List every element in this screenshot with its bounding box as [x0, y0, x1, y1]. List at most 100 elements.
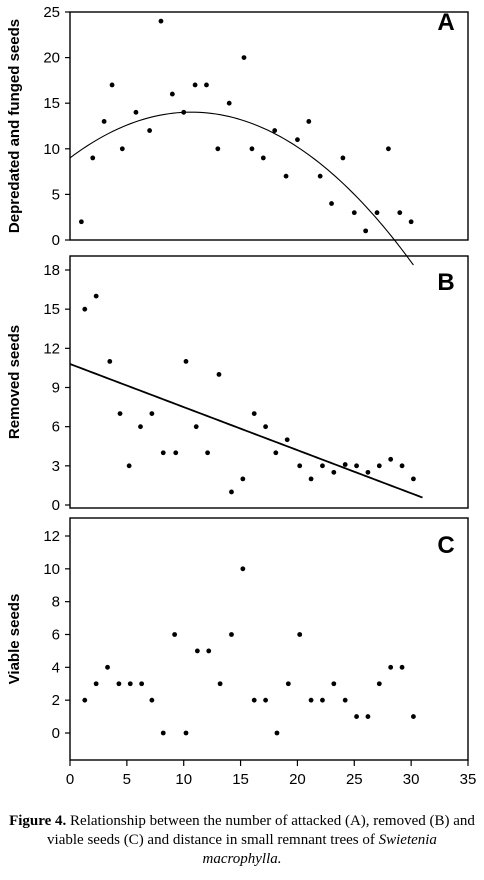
- data-point: [295, 137, 300, 143]
- data-point: [215, 146, 221, 152]
- data-point: [386, 146, 391, 152]
- y-tick-label: 5: [52, 186, 60, 203]
- data-point: [160, 730, 166, 736]
- data-point: [82, 306, 88, 312]
- y-tick-label: 6: [52, 627, 60, 644]
- data-point: [138, 424, 143, 430]
- data-point: [172, 632, 178, 637]
- data-point: [411, 714, 416, 719]
- caption-text: Relationship between the number of attac…: [47, 813, 475, 848]
- plot-frame: [69, 11, 469, 241]
- data-point: [320, 697, 325, 703]
- y-tick-label: 0: [52, 497, 60, 514]
- data-point: [376, 681, 382, 687]
- data-point: [204, 82, 209, 88]
- data-point: [117, 411, 123, 417]
- data-point: [376, 463, 382, 469]
- data-point: [206, 648, 212, 654]
- data-point: [297, 463, 303, 469]
- y-tick-label: 20: [43, 50, 60, 67]
- data-point: [342, 697, 348, 703]
- data-point: [251, 411, 257, 417]
- data-point: [263, 697, 268, 703]
- data-point: [133, 109, 139, 115]
- data-point: [127, 681, 133, 687]
- data-point: [365, 469, 371, 475]
- y-tick-label: 6: [52, 419, 60, 436]
- data-point: [399, 664, 405, 670]
- y-tick-label: 12: [43, 528, 60, 545]
- y-tick-label: 0: [52, 232, 60, 249]
- data-point: [274, 730, 280, 736]
- data-point: [331, 681, 337, 687]
- data-point: [183, 730, 189, 736]
- data-point: [240, 566, 246, 572]
- plot-frame: [69, 517, 469, 761]
- data-point: [183, 358, 189, 364]
- data-point: [340, 155, 346, 161]
- data-point: [241, 55, 247, 60]
- data-point: [149, 411, 155, 417]
- y-tick-label: 15: [43, 95, 60, 112]
- panel-b: 0 3 6 9 12 15 18 Removed seeds B: [6, 255, 469, 514]
- panel-label: C: [437, 532, 454, 559]
- data-point: [329, 201, 334, 206]
- data-point: [240, 476, 246, 482]
- y-axis-label: Depredated and funged seeds: [6, 19, 23, 233]
- data-point: [374, 210, 380, 216]
- y-tick-label: 3: [52, 458, 60, 475]
- data-point: [82, 697, 88, 703]
- data-point: [272, 128, 278, 133]
- data-point: [354, 714, 359, 719]
- y-tick-label: 9: [52, 380, 60, 397]
- caption-label: Figure 4.: [9, 813, 67, 829]
- y-tick-label: 0: [52, 725, 60, 742]
- data-point: [388, 456, 394, 462]
- y-tick-label: 12: [43, 340, 60, 357]
- data-point: [109, 82, 115, 88]
- y-tick-label: 8: [52, 594, 60, 611]
- data-point: [147, 128, 153, 133]
- panel-c: 0 2 4 6 8 10 12 0 5 10 15 20 25 30 35 Viable seeds C: [6, 517, 477, 788]
- x-tick-label: 20: [289, 771, 306, 788]
- panel-label: A: [437, 9, 454, 36]
- data-point: [363, 228, 369, 234]
- data-point: [249, 146, 255, 152]
- data-point: [116, 681, 122, 687]
- y-axis-label: Viable seeds: [6, 594, 23, 685]
- data-point: [351, 210, 357, 216]
- data-point: [93, 681, 99, 687]
- panel-label: B: [437, 269, 454, 296]
- panel-a: 0 5 10 15 20 25 Depredated and funged seeds A: [6, 4, 469, 266]
- y-tick-label: 25: [43, 4, 60, 21]
- data-point: [90, 155, 96, 161]
- data-point: [273, 450, 279, 456]
- data-point: [331, 469, 337, 475]
- data-point: [119, 146, 125, 152]
- x-tick-label: 30: [403, 771, 420, 788]
- x-tick-label: 15: [232, 771, 249, 788]
- data-point: [229, 489, 234, 495]
- data-point: [217, 681, 223, 687]
- y-axis-label: Removed seeds: [6, 325, 23, 439]
- data-point: [192, 82, 198, 88]
- data-point: [169, 91, 175, 97]
- y-tick-label: 10: [43, 561, 60, 578]
- data-point: [216, 372, 222, 377]
- x-tick-label: 35: [460, 771, 477, 788]
- data-point: [285, 681, 291, 687]
- data-point: [408, 219, 414, 225]
- data-point: [317, 173, 323, 179]
- data-point: [101, 119, 107, 124]
- y-tick-label: 2: [52, 692, 60, 709]
- data-point: [308, 697, 314, 703]
- data-point: [160, 450, 166, 456]
- plot-frame: [69, 255, 469, 509]
- data-point: [105, 664, 110, 670]
- data-point: [181, 109, 187, 115]
- y-tick-label: 18: [43, 262, 60, 279]
- data-point: [193, 424, 199, 430]
- data-point: [284, 437, 290, 443]
- x-tick-label: 10: [175, 771, 192, 788]
- data-point: [308, 476, 314, 482]
